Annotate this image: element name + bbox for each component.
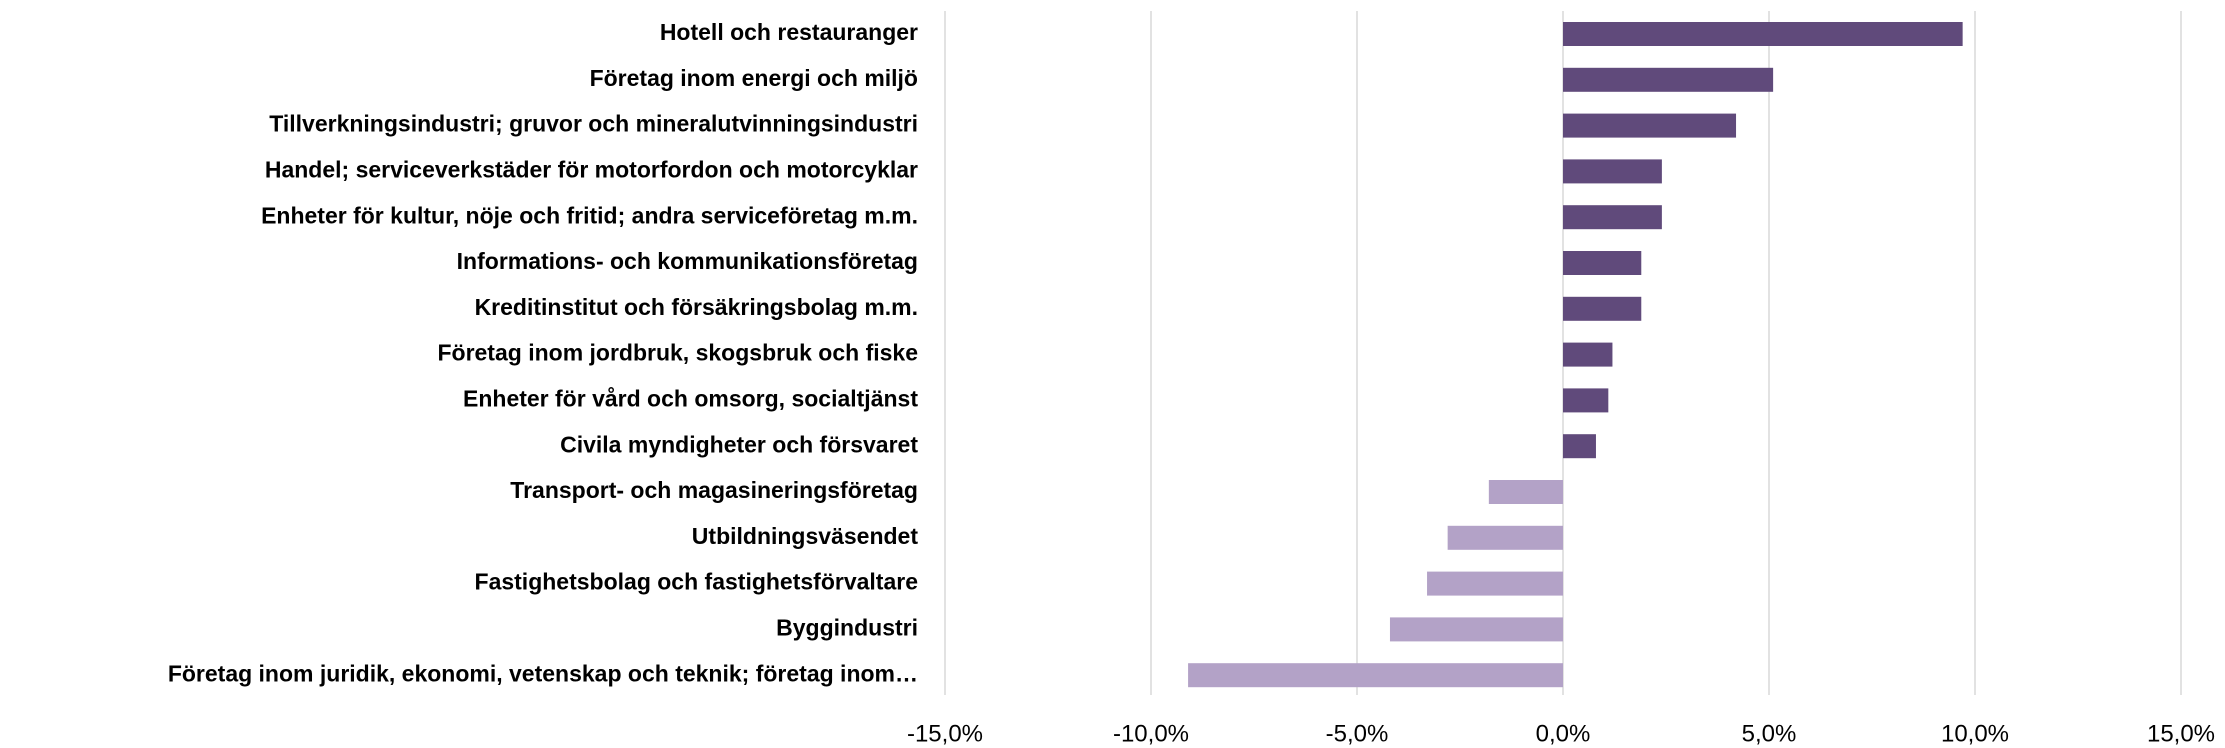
x-tick-label: 10,0% — [1941, 720, 2009, 747]
bar — [1563, 251, 1642, 275]
x-tick-label: 15,0% — [2147, 720, 2215, 747]
y-tick-label: Civila myndigheter och försvaret — [560, 431, 918, 457]
y-tick-label: Byggindustri — [776, 614, 918, 640]
bar — [1563, 296, 1642, 321]
bar — [1427, 571, 1563, 596]
bar — [1563, 342, 1613, 367]
bar — [1563, 434, 1596, 459]
y-tick-label: Transport- och magasineringsföretag — [510, 477, 918, 503]
y-tick-label: Företag inom jordbruk, skogsbruk och fis… — [437, 340, 918, 366]
bar — [1563, 388, 1609, 413]
bar — [1389, 617, 1563, 642]
bar — [1188, 663, 1563, 688]
y-tick-label: Handel; serviceverkstäder för motorfordo… — [265, 156, 918, 182]
bar — [1563, 113, 1737, 138]
bar — [1563, 159, 1662, 184]
y-tick-label: Enheter för vård och omsorg, socialtjäns… — [463, 385, 918, 411]
y-tick-label: Utbildningsväsendet — [692, 523, 919, 549]
y-tick-label: Företag inom juridik, ekonomi, vetenskap… — [168, 660, 918, 686]
y-tick-label: Enheter för kultur, nöje och fritid; and… — [261, 202, 918, 228]
x-tick-label: -10,0% — [1113, 720, 1189, 747]
y-tick-label: Kreditinstitut och försäkringsbolag m.m. — [475, 294, 918, 320]
x-tick-label: 5,0% — [1742, 720, 1797, 747]
y-tick-label: Tillverkningsindustri; gruvor och minera… — [269, 111, 918, 137]
bar — [1447, 525, 1563, 550]
x-tick-label: -15,0% — [907, 720, 983, 747]
y-tick-label: Informations- och kommunikationsföretag — [457, 248, 918, 274]
x-tick-label: -5,0% — [1326, 720, 1389, 747]
bar — [1563, 22, 1963, 46]
bar — [1563, 67, 1774, 92]
y-tick-label: Fastighetsbolag och fastighetsförvaltare — [475, 569, 918, 595]
bar — [1563, 205, 1662, 230]
y-tick-label: Företag inom energi och miljö — [590, 65, 918, 91]
x-tick-label: 0,0% — [1536, 720, 1591, 747]
y-tick-label: Hotell och restauranger — [660, 19, 918, 45]
bar — [1488, 480, 1563, 504]
